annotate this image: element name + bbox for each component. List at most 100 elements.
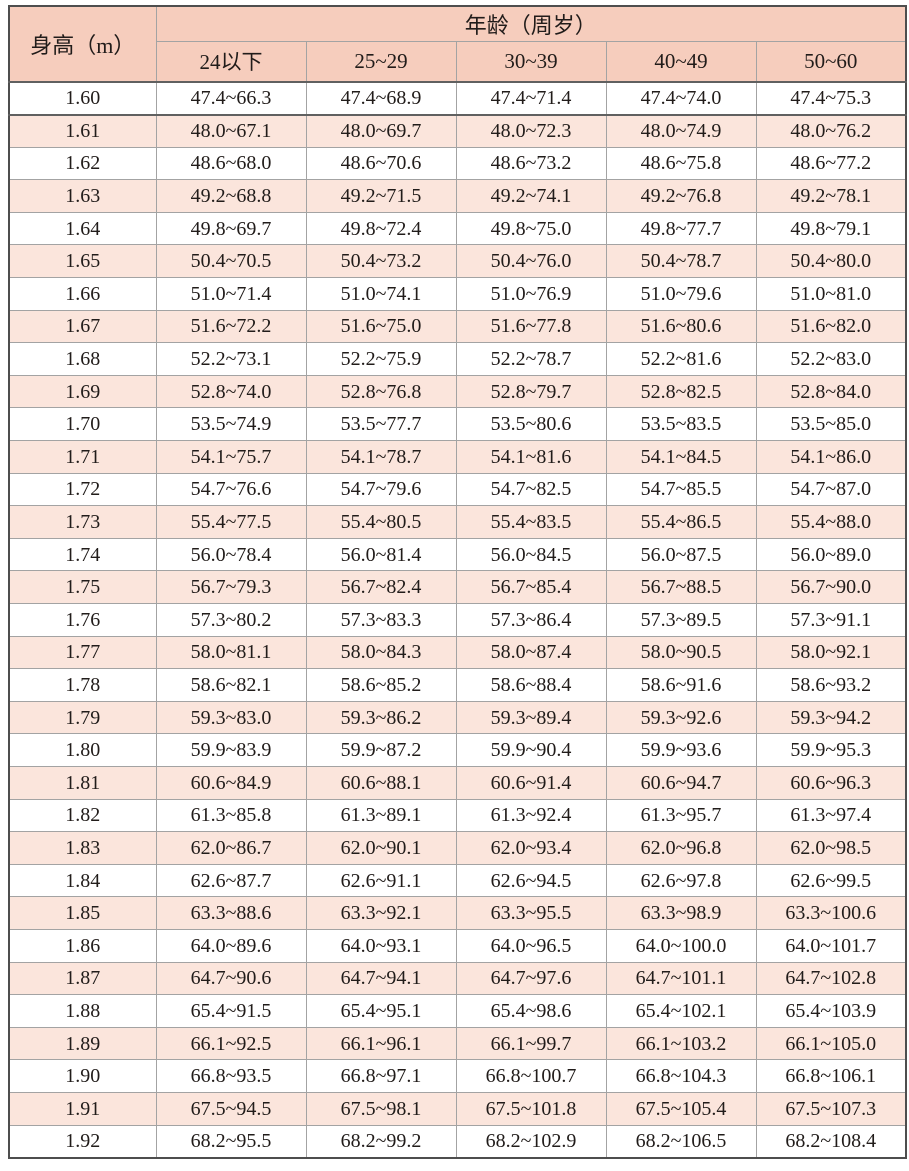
weight-range-cell: 52.8~79.7	[455, 374, 607, 409]
weight-range-cell: 59.3~92.6	[605, 700, 757, 735]
weight-range-cell: 57.3~89.5	[605, 603, 757, 637]
weight-range-cell: 56.0~81.4	[305, 537, 457, 572]
height-cell: 1.86	[8, 928, 157, 963]
weight-range-cell: 66.1~96.1	[305, 1026, 457, 1061]
weight-range-cell: 47.4~71.4	[455, 81, 607, 116]
weight-range-cell: 54.1~84.5	[605, 440, 757, 474]
weight-range-cell: 51.0~81.0	[755, 277, 907, 311]
height-cell: 1.61	[8, 114, 157, 148]
weight-range-cell: 51.0~76.9	[455, 277, 607, 311]
weight-range-cell: 48.6~73.2	[455, 146, 607, 181]
weight-range-cell: 49.8~72.4	[305, 211, 457, 246]
weight-range-cell: 53.5~83.5	[605, 407, 757, 442]
age-columns-row: 24以下 25~29 30~39 40~49 50~60	[9, 40, 907, 83]
weight-range-cell: 59.3~83.0	[155, 700, 307, 735]
weight-range-cell: 62.6~87.7	[155, 863, 307, 898]
weight-range-cell: 51.6~77.8	[455, 309, 607, 344]
height-cell: 1.75	[8, 570, 157, 604]
height-cell: 1.77	[8, 635, 157, 670]
weight-range-cell: 68.2~95.5	[155, 1124, 307, 1159]
table-row: 1.76 57.3~80.2 57.3~83.3 57.3~86.4 57.3~89.5…	[8, 603, 907, 637]
weight-range-cell: 66.8~106.1	[755, 1059, 907, 1093]
weight-range-cell: 52.2~78.7	[455, 342, 607, 376]
weight-range-cell: 48.6~75.8	[605, 146, 757, 181]
weight-range-cell: 60.6~84.9	[155, 765, 307, 800]
weight-range-cell: 64.7~94.1	[305, 961, 457, 996]
weight-range-cell: 65.4~95.1	[305, 994, 457, 1028]
weight-range-cell: 61.3~92.4	[455, 798, 607, 833]
table-row: 1.79 59.3~83.0 59.3~86.2 59.3~89.4 59.3~92.6…	[8, 700, 907, 735]
weight-range-cell: 58.6~93.2	[755, 668, 907, 702]
weight-range-cell: 54.1~81.6	[455, 440, 607, 474]
weight-range-cell: 47.4~68.9	[305, 81, 457, 116]
weight-range-cell: 65.4~103.9	[755, 994, 907, 1028]
weight-range-cell: 63.3~92.1	[305, 896, 457, 930]
table-row: 1.71 54.1~75.7 54.1~78.7 54.1~81.6 54.1~84.5…	[8, 440, 907, 474]
weight-range-cell: 52.2~81.6	[605, 342, 757, 376]
weight-range-cell: 63.3~98.9	[605, 896, 757, 930]
weight-range-cell: 48.6~70.6	[305, 146, 457, 181]
table-row: 1.78 58.6~82.1 58.6~85.2 58.6~88.4 58.6~91.6…	[8, 668, 907, 702]
table-row: 1.86 64.0~89.6 64.0~93.1 64.0~96.5 64.0~100.…	[8, 928, 907, 963]
weight-range-cell: 47.4~66.3	[155, 81, 307, 116]
age-group-header: 年龄（周岁）	[155, 5, 907, 42]
weight-range-cell: 65.4~102.1	[605, 994, 757, 1028]
weight-range-cell: 57.3~80.2	[155, 603, 307, 637]
weight-range-cell: 52.8~76.8	[305, 374, 457, 409]
weight-range-cell: 52.2~83.0	[755, 342, 907, 376]
height-cell: 1.73	[8, 505, 157, 539]
height-cell: 1.85	[8, 896, 157, 930]
weight-range-cell: 60.6~96.3	[755, 765, 907, 800]
weight-range-cell: 68.2~102.9	[455, 1124, 607, 1159]
weight-range-cell: 52.8~84.0	[755, 374, 907, 409]
weight-range-cell: 62.6~97.8	[605, 863, 757, 898]
weight-range-cell: 68.2~106.5	[605, 1124, 757, 1159]
height-cell: 1.60	[8, 81, 157, 116]
weight-range-cell: 56.7~82.4	[305, 570, 457, 604]
weight-range-cell: 49.2~74.1	[455, 179, 607, 213]
weight-range-cell: 58.0~87.4	[455, 635, 607, 670]
weight-range-cell: 54.1~75.7	[155, 440, 307, 474]
weight-range-cell: 52.2~75.9	[305, 342, 457, 376]
weight-range-cell: 49.8~75.0	[455, 211, 607, 246]
weight-range-cell: 59.3~94.2	[755, 700, 907, 735]
height-cell: 1.91	[8, 1091, 157, 1126]
weight-range-cell: 58.6~88.4	[455, 668, 607, 702]
table-row: 1.75 56.7~79.3 56.7~82.4 56.7~85.4 56.7~88.5…	[8, 570, 907, 604]
weight-range-cell: 55.4~83.5	[455, 505, 607, 539]
weight-range-cell: 55.4~77.5	[155, 505, 307, 539]
weight-range-cell: 49.2~68.8	[155, 179, 307, 213]
weight-range-cell: 61.3~85.8	[155, 798, 307, 833]
table-row: 1.70 53.5~74.9 53.5~77.7 53.5~80.6 53.5~83.5…	[8, 407, 907, 442]
weight-range-cell: 66.8~100.7	[455, 1059, 607, 1093]
weight-range-cell: 59.9~93.6	[605, 733, 757, 767]
weight-range-cell: 58.6~85.2	[305, 668, 457, 702]
height-cell: 1.79	[8, 700, 157, 735]
header-group-row: 身高（m） 年龄（周岁）	[8, 5, 907, 83]
weight-range-cell: 48.0~72.3	[455, 114, 607, 148]
weight-range-cell: 68.2~99.2	[305, 1124, 457, 1159]
table-row: 1.60 47.4~66.3 47.4~68.9 47.4~71.4 47.4~74.0…	[8, 81, 907, 116]
table-row: 1.82 61.3~85.8 61.3~89.1 61.3~92.4 61.3~95.7…	[8, 798, 907, 833]
weight-range-cell: 66.1~92.5	[155, 1026, 307, 1061]
height-column-header: 身高（m）	[8, 5, 157, 83]
weight-range-cell: 67.5~107.3	[755, 1091, 907, 1126]
weight-range-cell: 56.0~87.5	[605, 537, 757, 572]
weight-range-cell: 51.0~79.6	[605, 277, 757, 311]
weight-range-cell: 67.5~94.5	[155, 1091, 307, 1126]
table-row: 1.92 68.2~95.5 68.2~99.2 68.2~102.9 68.2~106…	[8, 1124, 907, 1159]
height-cell: 1.70	[8, 407, 157, 442]
height-cell: 1.90	[8, 1059, 157, 1093]
table-row: 1.88 65.4~91.5 65.4~95.1 65.4~98.6 65.4~102.…	[8, 994, 907, 1028]
weight-range-cell: 61.3~97.4	[755, 798, 907, 833]
weight-range-cell: 64.0~96.5	[455, 928, 607, 963]
table-row: 1.90 66.8~93.5 66.8~97.1 66.8~100.7 66.8~104…	[8, 1059, 907, 1093]
table-row: 1.91 67.5~94.5 67.5~98.1 67.5~101.8 67.5~105…	[8, 1091, 907, 1126]
weight-range-cell: 60.6~88.1	[305, 765, 457, 800]
weight-range-cell: 67.5~105.4	[605, 1091, 757, 1126]
weight-range-cell: 54.7~82.5	[455, 472, 607, 507]
weight-range-cell: 59.3~89.4	[455, 700, 607, 735]
height-cell: 1.69	[8, 374, 157, 409]
table-row: 1.80 59.9~83.9 59.9~87.2 59.9~90.4 59.9~93.6…	[8, 733, 907, 767]
